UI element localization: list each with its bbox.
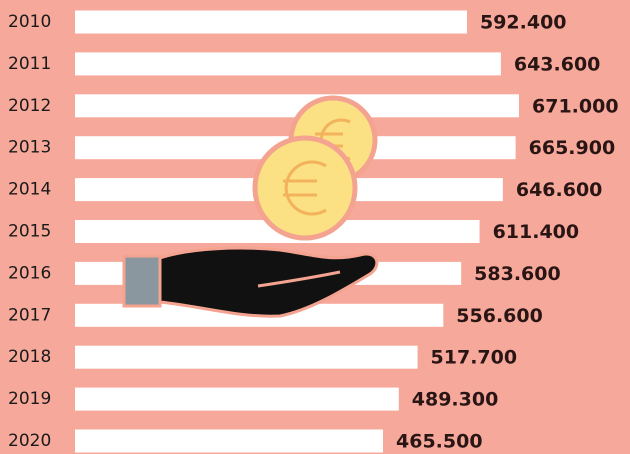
value-label: 489.300 [412, 389, 499, 411]
y-tick-label: 2017 [8, 305, 51, 325]
bar [75, 52, 501, 75]
y-tick-label: 2018 [8, 347, 51, 367]
value-label: 556.600 [456, 305, 543, 327]
y-tick-label: 2015 [8, 222, 51, 242]
sleeve [124, 256, 160, 306]
y-tick-label: 2013 [8, 138, 51, 158]
value-label: 592.400 [480, 12, 567, 34]
page: {"chart_data": {"type": "bar", "orientat… [0, 0, 630, 454]
coin-front [255, 138, 355, 238]
bar [75, 346, 418, 369]
value-label: 671.000 [532, 95, 619, 117]
y-tick-label: 2020 [8, 431, 51, 451]
y-tick-label: 2012 [8, 96, 51, 116]
value-label: 643.600 [514, 53, 601, 75]
value-label: 611.400 [493, 221, 580, 243]
y-tick-label: 2016 [8, 263, 51, 283]
value-label: 517.700 [431, 347, 518, 369]
bar [75, 11, 467, 34]
y-tick-label: 2014 [8, 180, 51, 200]
value-label: 465.500 [396, 431, 483, 453]
value-label: 646.600 [516, 179, 603, 201]
value-label: 665.900 [529, 137, 616, 159]
bar [75, 388, 399, 411]
y-tick-label: 2019 [8, 389, 51, 409]
bar [75, 430, 383, 453]
chart: 2010 592.400 2011 643.600 2012 671.000 2013 665… [0, 0, 630, 454]
y-tick-label: 2010 [8, 12, 51, 32]
value-label: 583.600 [474, 263, 561, 285]
y-tick-label: 2011 [8, 54, 51, 74]
